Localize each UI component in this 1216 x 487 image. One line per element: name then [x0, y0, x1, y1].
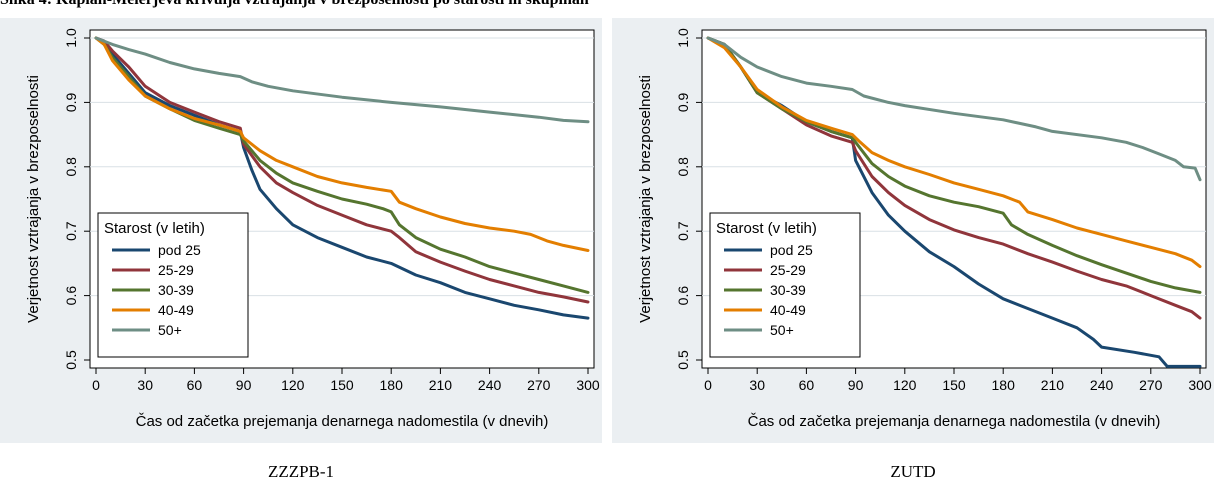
x-axis-title: Čas od začetka prejemanja denarnega nado…: [748, 413, 1161, 430]
legend-title: Starost (v letih): [104, 220, 205, 237]
legend-label: 30-39: [158, 282, 194, 298]
legend-title: Starost (v letih): [716, 220, 817, 237]
x-tick-label: 120: [893, 377, 917, 393]
series-line-50-: [94, 36, 590, 124]
figure-header: Slika 4: Kaplan-Meierjeva krivulja vztra…: [0, 0, 1216, 13]
x-tick-label: 180: [380, 377, 404, 393]
km-chart-zzzpb: 0.5 0.6 0.7 0.8 0.9 1.0 0 30 60 90 120 150 180 210 240…: [0, 18, 602, 443]
y-tick-label: 0.5: [675, 350, 691, 370]
x-tick-label: 90: [236, 377, 252, 393]
chart-panel-zutd: 0.5 0.6 0.7 0.8 0.9 1.0 0 30 60 90 120 150 180 210 240…: [612, 18, 1214, 443]
x-tick-label: 210: [429, 377, 453, 393]
y-tick-label: 0.7: [63, 221, 79, 241]
x-tick-label: 60: [187, 377, 203, 393]
x-tick-label: 150: [942, 377, 966, 393]
y-tick-label: 0.6: [63, 286, 79, 306]
y-tick-label: 1.0: [63, 28, 79, 48]
legend-label: 50+: [158, 322, 182, 338]
series-line-25-29: [94, 36, 590, 304]
series-line-pod-25: [94, 36, 590, 320]
legend-label: 30-39: [770, 282, 806, 298]
x-tick-label: 30: [137, 377, 153, 393]
series-line-50-: [706, 36, 1202, 182]
y-tick-label: 0.8: [675, 157, 691, 177]
series-group: [94, 36, 590, 320]
y-tick-label: 0.6: [675, 286, 691, 306]
legend-label: 40-49: [770, 302, 806, 318]
x-tick-label: 150: [330, 377, 354, 393]
km-chart-zutd: 0.5 0.6 0.7 0.8 0.9 1.0 0 30 60 90 120 150 180 210 240…: [612, 18, 1214, 443]
series-group: [706, 36, 1202, 368]
x-tick-label: 210: [1041, 377, 1065, 393]
x-tick-label: 60: [799, 377, 815, 393]
y-tick-label: 0.8: [63, 157, 79, 177]
x-tick-label: 300: [1188, 377, 1212, 393]
y-tick-label: 0.7: [675, 221, 691, 241]
y-axis-title: Verjetnost vztrajanja v brezposelnosti: [637, 75, 654, 323]
x-tick-label: 180: [992, 377, 1016, 393]
x-tick-label: 0: [704, 377, 712, 393]
legend-label: 25-29: [770, 262, 806, 278]
y-tick-label: 0.9: [63, 92, 79, 112]
x-tick-label: 300: [576, 377, 600, 393]
chart-panel-zzzpb: 0.5 0.6 0.7 0.8 0.9 1.0 0 30 60 90 120 150 180 210 240…: [0, 18, 602, 443]
x-axis-title: Čas od začetka prejemanja denarnega nado…: [136, 413, 549, 430]
caption-zutd: ZUTD: [890, 462, 936, 481]
y-tick-label: 0.5: [63, 350, 79, 370]
x-tick-label: 270: [527, 377, 551, 393]
caption-zzzpb: ZZZPB-1: [267, 462, 335, 481]
x-tick-label: 240: [1090, 377, 1114, 393]
x-tick-label: 90: [848, 377, 864, 393]
legend-label: pod 25: [158, 242, 201, 258]
series-line-40-49: [706, 36, 1202, 269]
legend-label: pod 25: [770, 242, 813, 258]
x-tick-label: 270: [1139, 377, 1163, 393]
series-line-40-49: [94, 36, 590, 252]
series-line-30-39: [706, 36, 1202, 294]
y-tick-label: 0.9: [675, 92, 691, 112]
legend-box: [709, 212, 861, 358]
y-axis-title: Verjetnost vztrajanja v brezposelnosti: [25, 75, 42, 323]
x-tick-label: 0: [92, 377, 100, 393]
x-tick-label: 240: [478, 377, 502, 393]
legend-box: [97, 212, 249, 358]
x-tick-label: 120: [281, 377, 305, 393]
legend-label: 40-49: [158, 302, 194, 318]
y-tick-label: 1.0: [675, 28, 691, 48]
x-tick-label: 30: [749, 377, 765, 393]
legend-label: 25-29: [158, 262, 194, 278]
legend-label: 50+: [770, 322, 794, 338]
